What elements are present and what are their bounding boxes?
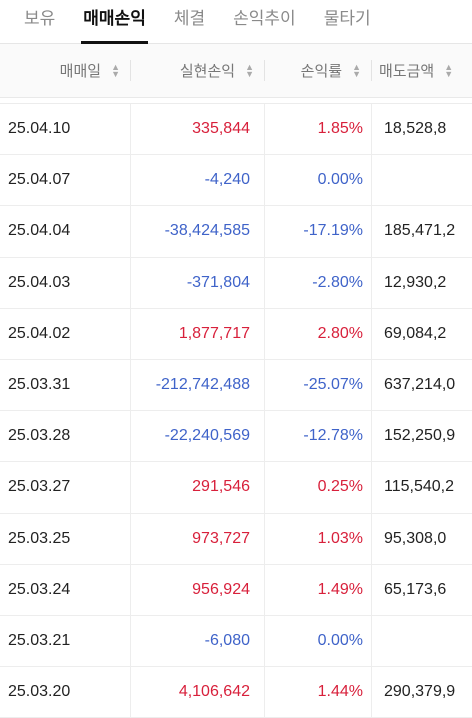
cell-sell-amount — [371, 155, 472, 206]
header-gap — [0, 98, 472, 104]
cell-sell-amount: 12,930,2 — [371, 257, 472, 308]
col-header-rate[interactable]: 손익률 ▲ ▼ — [264, 44, 371, 97]
cell-rate: 2.80% — [264, 308, 371, 359]
cell-rate: 1.44% — [264, 667, 371, 718]
cell-date: 25.03.31 — [8, 376, 71, 394]
cell-profit: -22,240,569 — [130, 411, 264, 462]
cell-profit: -6,080 — [130, 615, 264, 667]
table-row[interactable]: 25.03.20 4,106,642 1.44% 290,379,9 — [0, 667, 472, 718]
table-row[interactable]: 25.03.24 956,924 1.49% 65,173,6 — [0, 564, 472, 616]
table-row[interactable]: 25.04.02 1,877,717 2.80% 69,084,2 — [0, 308, 472, 360]
cell-rate: 0.25% — [264, 462, 371, 513]
cell-rate: -12.78% — [264, 411, 371, 462]
col-header-sell-amount[interactable]: 매도금액 ▲ ▼ — [371, 44, 472, 97]
table-row[interactable]: 25.04.07 -4,240 0.00% — [0, 155, 472, 207]
cell-sell-amount: 18,528,8 — [371, 104, 472, 155]
col-header-profit-label: 실현손익 — [179, 63, 236, 80]
cell-date: 25.04.04 — [8, 222, 71, 240]
table-row[interactable]: 25.03.31 -212,742,488 -25.07% 637,214,0 — [0, 359, 472, 412]
cell-rate: -17.19% — [264, 206, 371, 257]
sort-icon: ▲ ▼ — [111, 61, 120, 79]
sell-amount-value: 185,471,2 — [384, 222, 456, 240]
tab-trade-profit[interactable]: 매매손익 — [81, 0, 148, 44]
sell-amount-value: 95,308,0 — [384, 529, 447, 547]
cell-profit: 4,106,642 — [130, 667, 264, 718]
trade-table-body: 25.04.10 335,844 1.85% 18,528,8 25.04.07… — [0, 104, 472, 718]
sort-icon: ▲ ▼ — [352, 61, 361, 79]
col-header-date-label: 매매일 — [59, 63, 102, 80]
cell-date: 25.03.24 — [8, 580, 71, 598]
table-row[interactable]: 25.03.27 291,546 0.25% 115,540,2 — [0, 462, 472, 514]
cell-date: 25.04.02 — [8, 324, 71, 342]
sell-amount-value: 65,173,6 — [384, 580, 447, 598]
cell-sell-amount: 185,471,2 — [371, 206, 472, 257]
cell-date: 25.04.03 — [8, 273, 71, 291]
table-row[interactable]: 25.03.21 -6,080 0.00% — [0, 615, 472, 668]
cell-sell-amount: 115,540,2 — [371, 462, 472, 513]
cell-rate: 1.85% — [264, 104, 371, 155]
cell-date: 25.03.25 — [8, 529, 71, 547]
cell-profit: -38,424,585 — [130, 206, 264, 257]
cell-rate: 0.00% — [264, 615, 371, 667]
sort-icon: ▲ ▼ — [444, 61, 454, 79]
cell-sell-amount: 95,308,0 — [371, 513, 472, 564]
cell-rate: 1.03% — [264, 513, 371, 564]
sell-amount-value: 115,540,2 — [384, 478, 454, 496]
cell-sell-amount: 637,214,0 — [371, 359, 472, 411]
cell-profit: -371,804 — [130, 257, 264, 308]
col-header-profit[interactable]: 실현손익 ▲ ▼ — [130, 44, 264, 97]
table-row[interactable]: 25.03.28 -22,240,569 -12.78% 152,250,9 — [0, 411, 472, 463]
cell-sell-amount: 152,250,9 — [371, 411, 472, 462]
table-row[interactable]: 25.04.03 -371,804 -2.80% 12,930,2 — [0, 257, 472, 309]
cell-profit: 335,844 — [130, 104, 264, 155]
cell-rate: 1.49% — [264, 564, 371, 615]
tab-bar: 보유 매매손익 체결 손익추이 물타기 — [0, 0, 472, 44]
cell-date: 25.04.10 — [8, 120, 71, 138]
col-header-date[interactable]: 매매일 ▲ ▼ — [0, 44, 130, 97]
cell-date: 25.03.20 — [8, 683, 71, 701]
sort-icon: ▲ ▼ — [245, 61, 254, 79]
col-header-rate-label: 손익률 — [300, 63, 343, 80]
table-row[interactable]: 25.04.04 -38,424,585 -17.19% 185,471,2 — [0, 206, 472, 258]
cell-profit: 1,877,717 — [130, 308, 264, 359]
sell-amount-value: 152,250,9 — [384, 427, 456, 445]
col-header-sell-amount-label: 매도금액 — [379, 63, 435, 80]
cell-profit: -212,742,488 — [130, 359, 264, 411]
cell-rate: 0.00% — [264, 155, 371, 206]
cell-rate: -2.80% — [264, 257, 371, 308]
cell-sell-amount: 65,173,6 — [371, 564, 472, 615]
sell-amount-value: 12,930,2 — [384, 273, 447, 291]
tab-holdings[interactable]: 보유 — [24, 9, 56, 28]
tab-averaging[interactable]: 물타기 — [323, 9, 371, 28]
cell-rate: -25.07% — [264, 359, 371, 411]
sell-amount-value: 18,528,8 — [384, 120, 447, 138]
cell-date: 25.03.21 — [8, 631, 71, 649]
tab-profit-trend[interactable]: 손익추이 — [233, 9, 296, 28]
cell-sell-amount: 69,084,2 — [371, 308, 472, 359]
sell-amount-value: 637,214,0 — [384, 376, 456, 394]
table-row[interactable]: 25.03.25 973,727 1.03% 95,308,0 — [0, 513, 472, 565]
cell-date: 25.04.07 — [8, 171, 71, 189]
tab-executions[interactable]: 체결 — [173, 9, 206, 28]
table-row[interactable]: 25.04.10 335,844 1.85% 18,528,8 — [0, 104, 472, 156]
sell-amount-value: 69,084,2 — [384, 324, 447, 342]
cell-date: 25.03.27 — [8, 478, 71, 496]
cell-profit: 291,546 — [130, 462, 264, 513]
cell-profit: 973,727 — [130, 513, 264, 564]
cell-sell-amount — [371, 615, 472, 667]
cell-profit: -4,240 — [130, 155, 264, 206]
sell-amount-value: 290,379,9 — [384, 683, 456, 701]
table-header: 매매일 ▲ ▼ 실현손익 ▲ ▼ 손익률 ▲ ▼ 매도금액 ▲ ▼ — [0, 44, 472, 98]
cell-date: 25.03.28 — [8, 427, 71, 445]
cell-profit: 956,924 — [130, 564, 264, 615]
cell-sell-amount: 290,379,9 — [371, 667, 472, 718]
